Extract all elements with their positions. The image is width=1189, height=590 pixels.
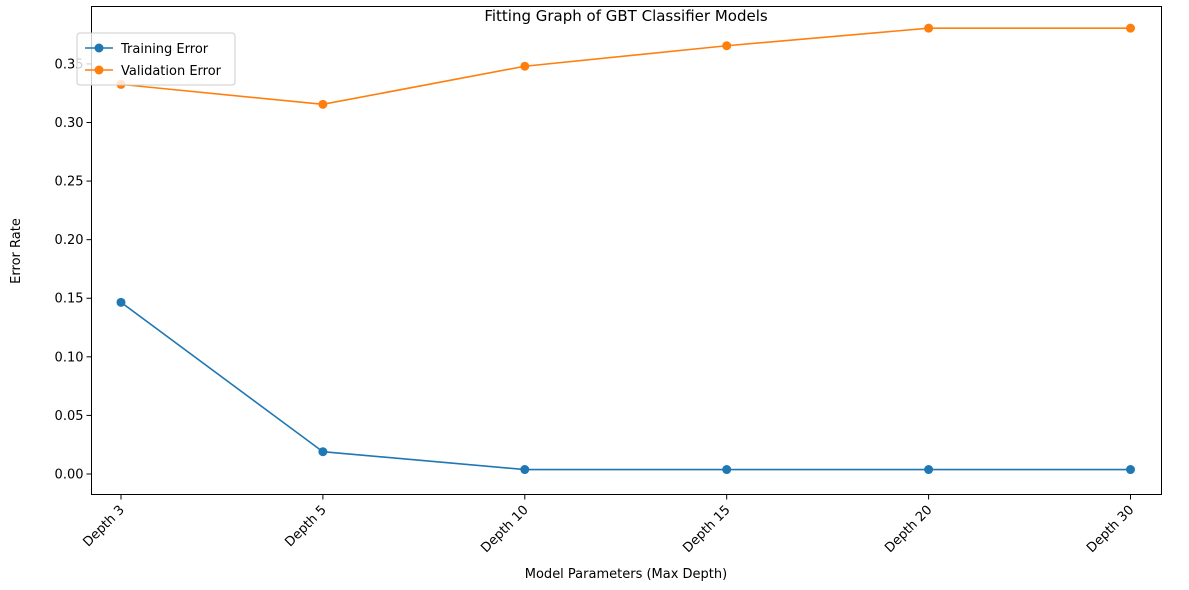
x-tick-label-1: Depth 5 [282, 503, 329, 550]
data-point-training-error-2 [520, 465, 530, 475]
data-point-validation-error-4 [924, 23, 934, 33]
y-tick-label-5: 0.25 [55, 175, 84, 190]
data-point-training-error-4 [924, 465, 934, 475]
data-point-training-error-5 [1126, 465, 1135, 475]
x-tick-label-2: Depth 10 [478, 503, 531, 556]
y-tick-label-4: 0.20 [55, 233, 84, 248]
data-point-training-error-3 [722, 465, 732, 475]
plot-frame [91, 6, 1162, 495]
y-tick-label-1: 0.05 [55, 409, 84, 424]
x-axis-title: Model Parameters (Max Depth) [525, 567, 727, 582]
data-point-validation-error-2 [520, 61, 530, 71]
y-tick-label-6: 0.30 [55, 116, 84, 131]
x-tick-label-3: Depth 15 [680, 503, 733, 556]
y-axis-title: Error Rate [9, 218, 24, 284]
series-line-training-error [120, 301, 1131, 471]
series-line-validation-error [120, 27, 1131, 106]
data-point-validation-error-3 [722, 41, 732, 51]
x-tick-label-0: Depth 3 [80, 503, 127, 550]
y-tick-label-3: 0.15 [55, 292, 84, 307]
y-tick-label-0: 0.00 [55, 467, 84, 482]
y-tick-label-7: 0.35 [55, 57, 84, 72]
legend-box [76, 32, 236, 86]
y-tick-label-2: 0.10 [55, 350, 84, 365]
legend: Training Error Validation Error [76, 32, 236, 86]
data-point-training-error-1 [318, 447, 328, 457]
legend-label-validation: Validation Error [121, 64, 222, 79]
data-point-validation-error-1 [318, 99, 328, 109]
x-tick-label-4: Depth 20 [882, 503, 935, 556]
x-tick-label-5: Depth 30 [1084, 503, 1137, 556]
data-point-training-error-0 [116, 297, 126, 307]
chart-title: Fitting Graph of GBT Classifier Models [484, 7, 768, 25]
legend-marker-training [94, 43, 104, 53]
legend-marker-validation [94, 65, 104, 75]
data-point-validation-error-5 [1126, 23, 1135, 33]
legend-label-training: Training Error [120, 42, 209, 57]
